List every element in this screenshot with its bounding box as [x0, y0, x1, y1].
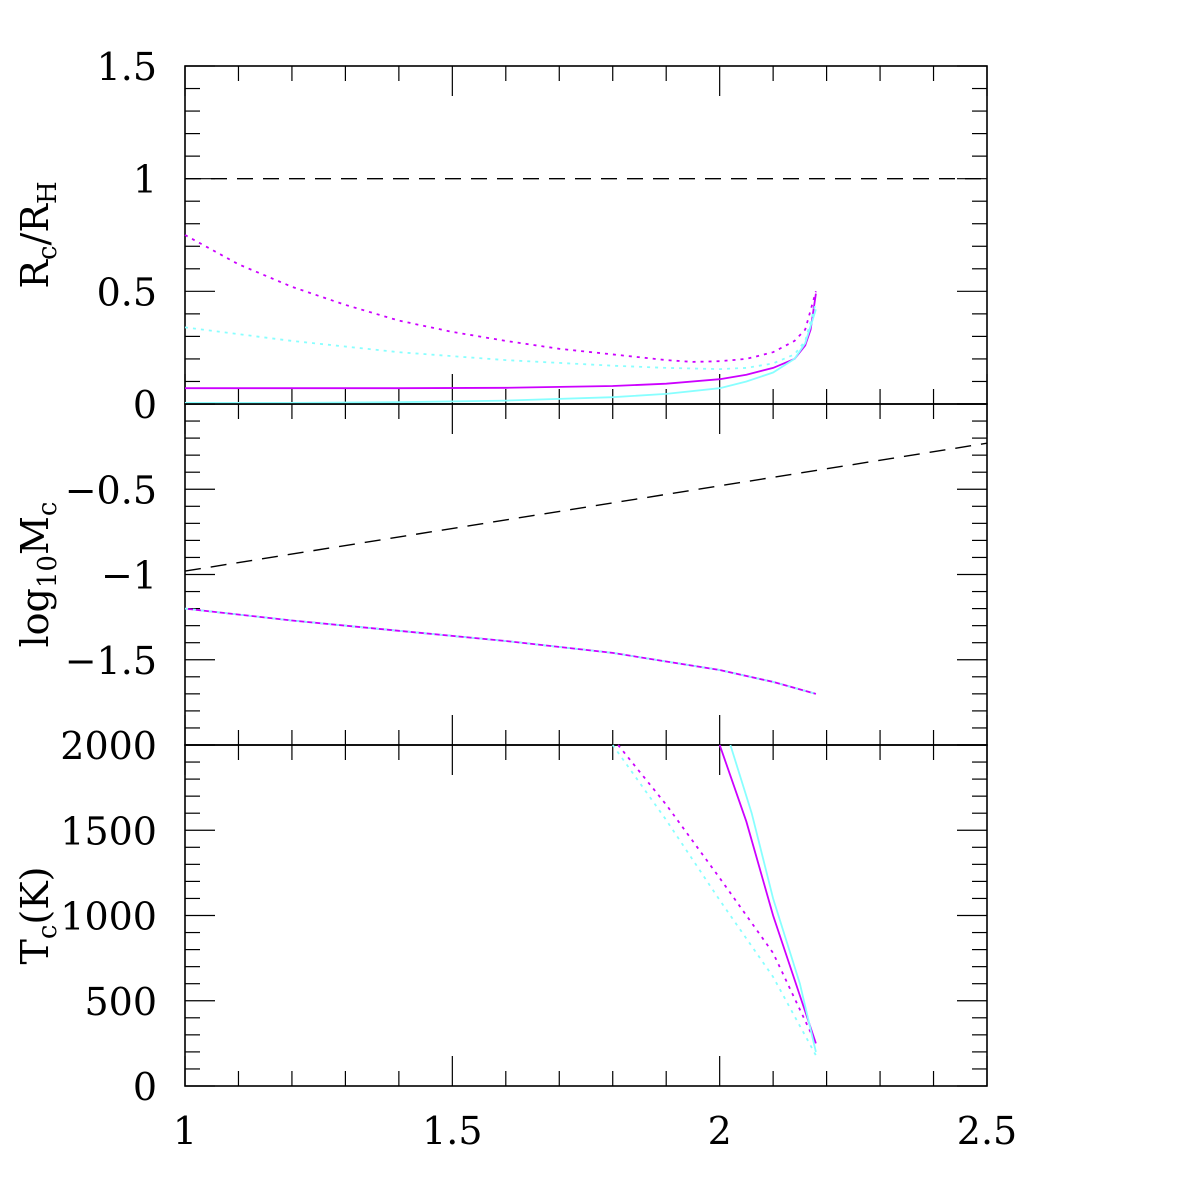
y-tick-label: −1.5 [65, 639, 157, 683]
x-tick-label: 2 [708, 1109, 732, 1153]
y-axis-label-part: c [33, 925, 63, 940]
y-tick-label: 0 [133, 1065, 157, 1109]
y-axis-label-part: log [13, 588, 57, 647]
series-line-middle-1 [184, 607, 817, 695]
x-tick-label: 1.5 [422, 1109, 482, 1153]
panel-bottom: 0 500 1000 1500 2000 1 1.5 2 2.5 Tc(K) [13, 724, 1017, 1153]
x-tick-label: 2.5 [957, 1109, 1017, 1153]
panel-frame [184, 65, 988, 405]
series-line-top-3 [185, 309, 817, 404]
y-tick-label: 2000 [60, 724, 157, 768]
y-axis-label-part: R [13, 259, 57, 289]
series-line-bottom-3 [611, 744, 817, 1056]
y-tick-label: 1 [133, 158, 157, 202]
y-axis-label: Rc/RH [13, 181, 63, 288]
y-tick-label: −0.5 [65, 468, 157, 512]
y-axis-label-part: H [33, 181, 63, 204]
y-axis-label: log10Mc [13, 502, 63, 648]
series-line-bottom-2 [729, 744, 817, 1053]
y-axis-label-part: /R [13, 203, 57, 246]
series-line-top-2 [184, 234, 817, 363]
series-line-middle-2 [184, 607, 817, 695]
panel-frame [184, 744, 988, 1087]
series-line-bottom-0 [718, 744, 817, 1044]
y-axis-label: Tc(K) [13, 867, 63, 965]
y-tick-label: 0.5 [97, 270, 157, 314]
y-axis-label-part: 10 [33, 555, 63, 588]
y-tick-label: −1 [101, 554, 157, 598]
series-line-middle-0 [184, 442, 988, 572]
series-line-top-4 [184, 302, 817, 371]
y-axis-label-part: (K) [13, 867, 57, 925]
panel-frame [184, 403, 988, 746]
y-axis-label-part: T [13, 939, 57, 964]
y-axis-label-part: M [13, 516, 57, 555]
y-tick-label: 1000 [60, 895, 157, 939]
y-tick-label: 1500 [60, 809, 157, 853]
y-tick-label: 500 [84, 980, 157, 1024]
x-tick-label: 1 [173, 1109, 197, 1153]
y-tick-label: 0 [133, 383, 157, 427]
y-axis-label-part: c [33, 245, 63, 260]
y-axis-label-part: c [33, 502, 63, 517]
series-line-bottom-1 [617, 744, 817, 1044]
series-line-top-1 [185, 293, 817, 390]
panel-top: 0 0.5 1 1.5 Rc/RH [13, 45, 988, 427]
y-tick-label: 1.5 [97, 45, 157, 89]
